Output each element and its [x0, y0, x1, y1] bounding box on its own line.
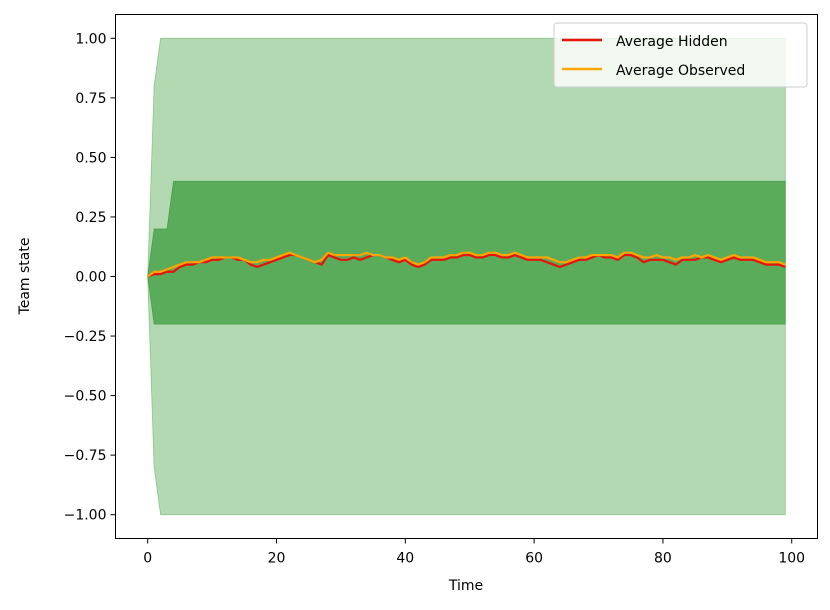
y-tick-label: 0.50 [75, 150, 106, 166]
axis-layer: 0 20 40 60 80 100 1.00 0.75 0.50 0.25 0.00 −0.25 −0.… [64, 31, 806, 566]
legend-box [553, 22, 808, 88]
x-axis-label: Time [448, 578, 483, 594]
y-tick-label: −0.25 [64, 329, 107, 345]
y-tick-label: 1.00 [75, 31, 106, 47]
x-tick-label: 100 [778, 551, 805, 567]
y-tick-label: 0.75 [75, 91, 106, 107]
x-tick-label: 0 [143, 551, 152, 567]
legend: Average Hidden Average Observed [553, 22, 808, 88]
plot-layer [147, 37, 786, 516]
series-line-average-observed [147, 251, 786, 278]
y-tick-label: −0.75 [64, 448, 107, 464]
y-axis-label: Team state [17, 238, 33, 316]
x-tick-label: 20 [268, 551, 286, 567]
series-line-average-hidden [147, 253, 786, 278]
x-tick-label: 40 [396, 551, 414, 567]
x-tick-label: 60 [525, 551, 543, 567]
y-tick-label: 0.00 [75, 270, 106, 286]
y-tick-label: −1.00 [64, 508, 107, 524]
y-tick-label: 0.25 [75, 210, 106, 226]
y-tick-label: −0.50 [64, 389, 107, 405]
x-tick-label: 80 [654, 551, 672, 567]
legend-label-average-observed: Average Observed [616, 63, 745, 79]
legend-label-average-hidden: Average Hidden [616, 34, 728, 50]
